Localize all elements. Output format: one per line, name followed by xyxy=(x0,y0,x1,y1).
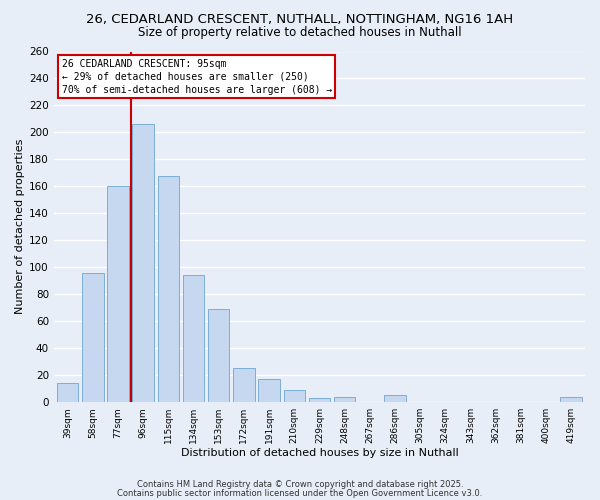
Text: Contains HM Land Registry data © Crown copyright and database right 2025.: Contains HM Land Registry data © Crown c… xyxy=(137,480,463,489)
Bar xyxy=(334,396,355,402)
Bar xyxy=(208,309,229,402)
Bar xyxy=(133,124,154,402)
Bar xyxy=(107,186,128,402)
Bar xyxy=(158,176,179,402)
Bar xyxy=(259,379,280,402)
Bar xyxy=(284,390,305,402)
Bar xyxy=(82,272,104,402)
Text: 26, CEDARLAND CRESCENT, NUTHALL, NOTTINGHAM, NG16 1AH: 26, CEDARLAND CRESCENT, NUTHALL, NOTTING… xyxy=(86,12,514,26)
X-axis label: Distribution of detached houses by size in Nuthall: Distribution of detached houses by size … xyxy=(181,448,458,458)
Bar xyxy=(183,276,204,402)
Text: 26 CEDARLAND CRESCENT: 95sqm
← 29% of detached houses are smaller (250)
70% of s: 26 CEDARLAND CRESCENT: 95sqm ← 29% of de… xyxy=(62,58,332,95)
Bar xyxy=(560,396,582,402)
Text: Contains public sector information licensed under the Open Government Licence v3: Contains public sector information licen… xyxy=(118,488,482,498)
Bar xyxy=(57,383,79,402)
Bar xyxy=(233,368,254,402)
Bar xyxy=(308,398,330,402)
Bar xyxy=(384,396,406,402)
Y-axis label: Number of detached properties: Number of detached properties xyxy=(15,139,25,314)
Text: Size of property relative to detached houses in Nuthall: Size of property relative to detached ho… xyxy=(138,26,462,39)
